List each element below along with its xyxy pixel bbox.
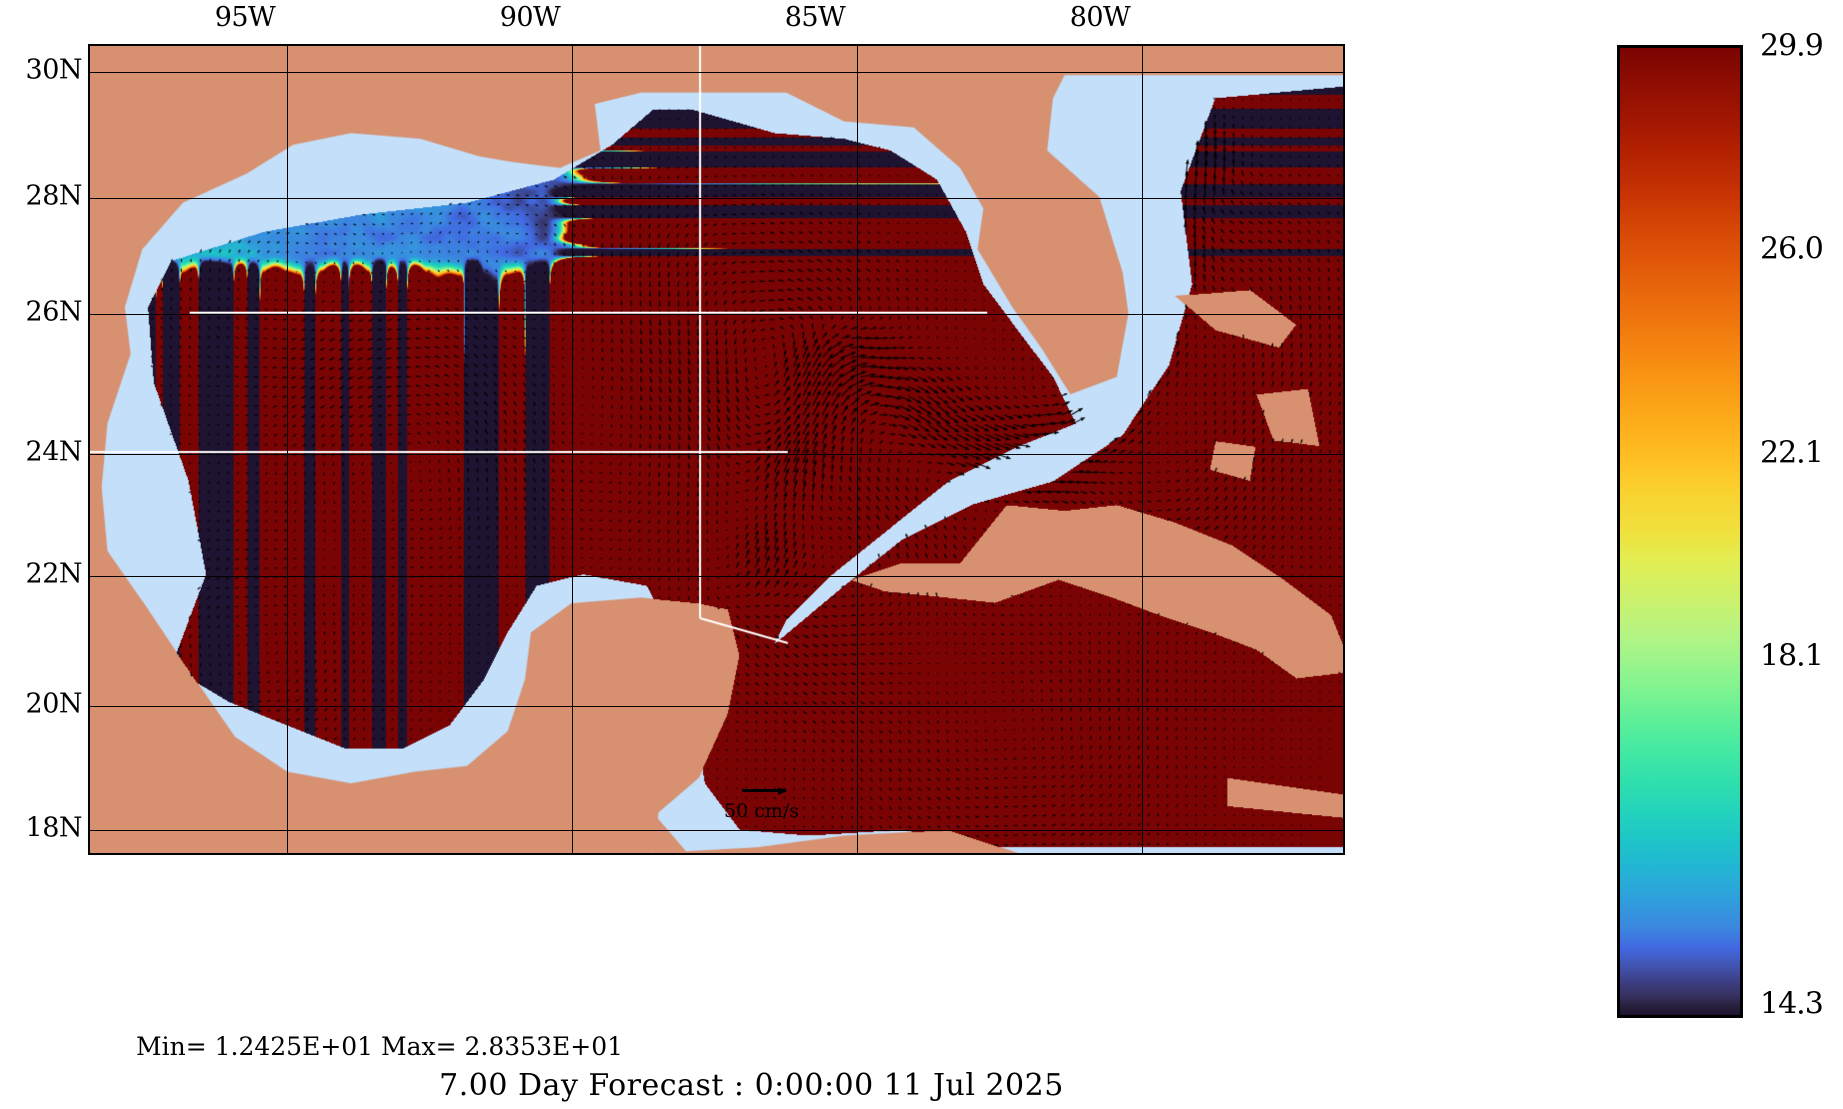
colorbar-gradient (1617, 45, 1743, 1018)
reference-vector-arrow-icon (742, 787, 787, 795)
reference-vector-legend: 50 cm/s (722, 783, 872, 822)
colorbar-label-min: 14.3 (1760, 986, 1824, 1022)
colorbar-label-26: 26.0 (1760, 231, 1824, 267)
lat-tick-label-30n: 30N (25, 54, 83, 86)
gridline-lon-85w (857, 46, 858, 853)
lon-tick-label-90w: 90W (499, 2, 561, 33)
lon-tick-label-95w: 95W (214, 2, 276, 33)
reference-vector-label: 50 cm/s (724, 800, 800, 822)
gridline-lat-22n (90, 576, 1343, 577)
gridline-lon-95w (287, 46, 288, 853)
lat-tick-label-28n: 28N (25, 180, 83, 212)
gridline-lon-90w (572, 46, 573, 853)
colorbar-label-max: 29.9 (1760, 28, 1824, 64)
map-plot-area[interactable]: 50 cm/s (88, 44, 1345, 855)
forecast-title: 7.00 Day Forecast : 0:00:00 11 Jul 2025 (439, 1068, 1064, 1103)
gridline-lat-24n (90, 454, 1343, 455)
colorbar-label-22: 22.1 (1760, 435, 1824, 471)
gridline-lat-20n (90, 706, 1343, 707)
gridline-lat-28n (90, 198, 1343, 199)
lat-tick-label-22n: 22N (25, 558, 83, 590)
lat-tick-label-18n: 18N (25, 812, 83, 844)
lon-tick-label-80w: 80W (1069, 2, 1131, 33)
sst-current-field-canvas (90, 46, 1343, 853)
colorbar-label-18: 18.1 (1760, 638, 1824, 674)
gridline-lat-30n (90, 72, 1343, 73)
lon-tick-label-85w: 85W (784, 2, 846, 33)
lat-tick-label-24n: 24N (25, 436, 83, 468)
gridline-lon-80w (1142, 46, 1143, 853)
gridline-lat-26n (90, 314, 1343, 315)
min-max-annotation: Min= 1.2425E+01 Max= 2.8353E+01 (136, 1032, 623, 1061)
colorbar (1617, 45, 1743, 1018)
gridline-lat-18n (90, 830, 1343, 831)
lat-tick-label-26n: 26N (25, 296, 83, 328)
lat-tick-label-20n: 20N (25, 688, 83, 720)
